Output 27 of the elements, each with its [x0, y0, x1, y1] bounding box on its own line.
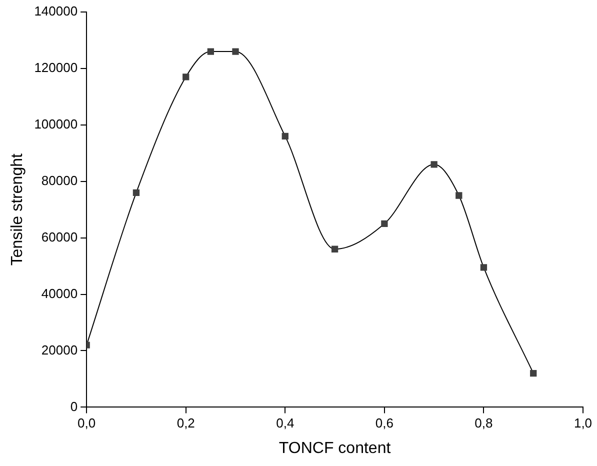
y-tick-label: 0	[70, 398, 78, 414]
x-tick-label: 0,6	[375, 416, 394, 431]
y-tick-label: 60000	[41, 229, 78, 244]
x-tick-label: 1,0	[574, 416, 592, 431]
y-tick-label: 20000	[41, 342, 78, 358]
point	[331, 246, 338, 252]
x-tick-label: 0,2	[176, 416, 195, 431]
x-axis-title: TONCF content	[278, 440, 392, 457]
x-tick-label: 0,0	[78, 416, 96, 431]
point	[282, 132, 288, 140]
y-tick-label: 40000	[41, 286, 78, 301]
point	[232, 48, 239, 55]
x-tick-label: 0,4	[276, 416, 294, 431]
y-tick-label: 100000	[34, 116, 78, 132]
y-tick-label: 80000	[41, 172, 78, 188]
point	[530, 370, 537, 377]
point	[480, 264, 488, 271]
point	[132, 189, 140, 196]
point	[207, 48, 214, 55]
x-tick-label: 0,8	[474, 416, 493, 431]
point	[456, 192, 462, 199]
y-axis-title: Tensile strenght	[9, 153, 26, 266]
point	[381, 220, 388, 228]
point	[430, 161, 438, 168]
y-tick-label: 140000	[34, 4, 78, 19]
point	[182, 74, 190, 80]
y-tick-label: 120000	[34, 60, 78, 76]
